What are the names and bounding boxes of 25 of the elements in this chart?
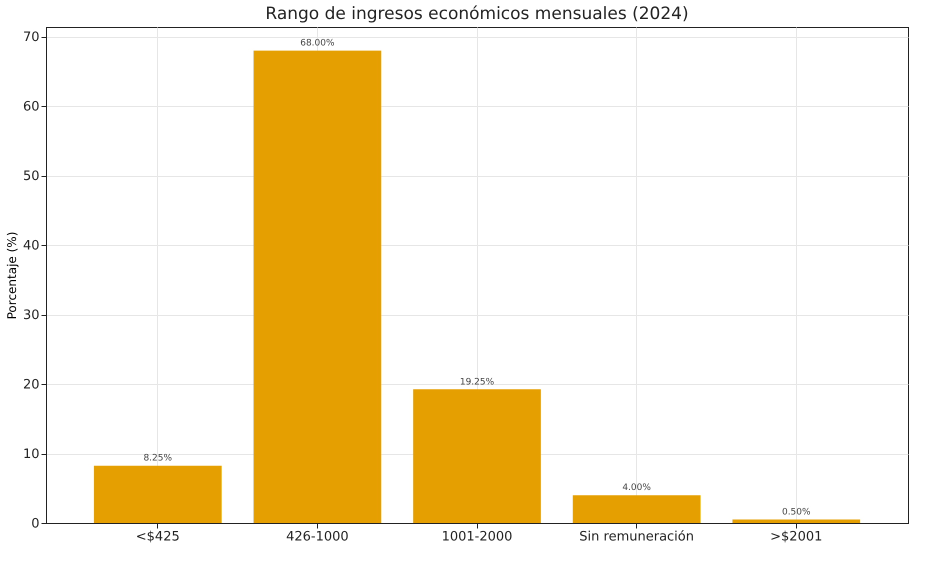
data-label: 4.00% <box>622 483 652 494</box>
y-tick-label: 70 <box>22 30 40 46</box>
x-tick-label: 1001-2000 <box>442 530 512 544</box>
y-tick-label: 30 <box>22 308 40 324</box>
bar <box>94 466 222 523</box>
bar <box>572 495 700 523</box>
y-tick-label: 50 <box>22 169 40 184</box>
data-label: 19.25% <box>460 377 495 388</box>
chart-title: Rango de ingresos económicos mensuales (2024) <box>265 4 689 24</box>
y-tick-label: 0 <box>31 516 40 532</box>
x-tick-label: Sin remuneración <box>579 530 694 544</box>
x-tick-label: >$2001 <box>770 530 822 544</box>
y-tick-label: 10 <box>22 447 40 462</box>
y-axis-title: Porcentaje (%) <box>4 232 19 320</box>
y-tick-label: 60 <box>22 100 40 115</box>
y-tick-label: 40 <box>22 238 40 254</box>
y-tick-label: 20 <box>22 378 40 393</box>
x-tick-label: 426-1000 <box>286 530 349 544</box>
bar <box>254 50 382 523</box>
data-label: 0.50% <box>782 508 811 518</box>
x-tick-label: <$425 <box>136 530 180 544</box>
bar <box>413 389 541 523</box>
data-label: 8.25% <box>143 454 172 464</box>
data-label: 68.00% <box>300 38 335 49</box>
bar <box>732 520 860 523</box>
